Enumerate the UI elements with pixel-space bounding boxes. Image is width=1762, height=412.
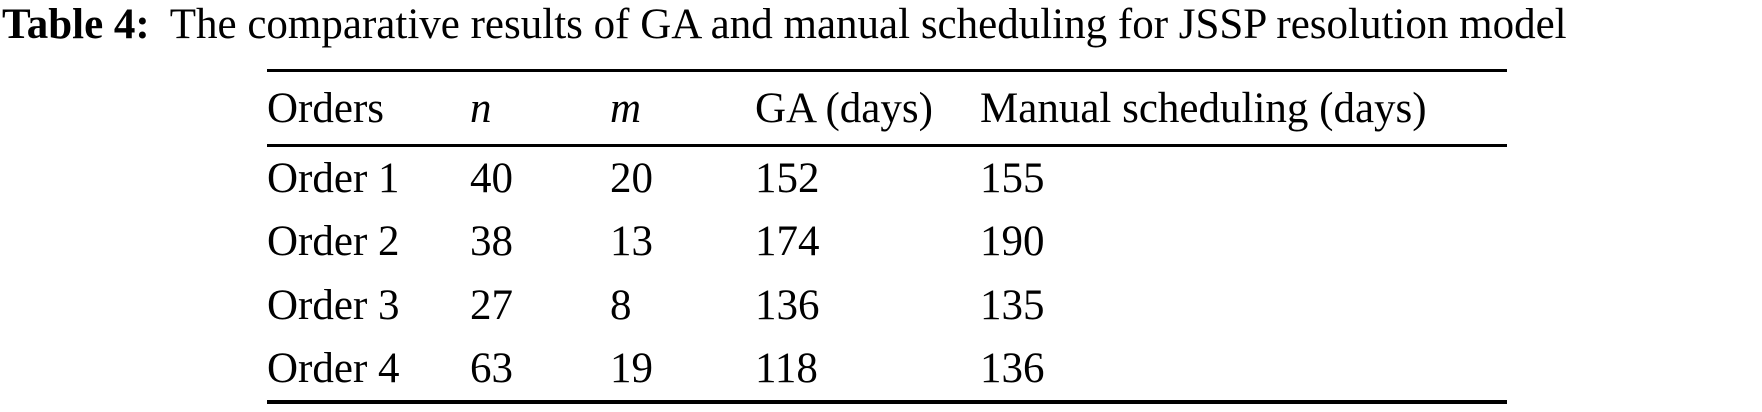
cell-ga-days: 118 xyxy=(755,345,818,392)
table-row: Order 1 40 20 152 155 xyxy=(267,146,1507,210)
cell-order-name: Order 1 xyxy=(267,154,400,202)
cell-order-name: Order 3 xyxy=(267,282,400,329)
table-row: Order 2 38 13 174 190 xyxy=(267,210,1507,274)
cell-order-name: Order 4 xyxy=(267,345,400,392)
header-orders: Orders xyxy=(267,84,385,132)
cell-n: 40 xyxy=(470,154,513,202)
cell-n: 63 xyxy=(470,345,513,392)
cell-n: 38 xyxy=(470,218,513,265)
table-row: Order 4 63 19 118 136 xyxy=(267,338,1507,402)
cell-manual-days: 135 xyxy=(980,282,1045,329)
cell-m: 8 xyxy=(610,282,632,329)
header-manual-scheduling-days: Manual scheduling (days) xyxy=(980,84,1427,132)
table-caption-text: The comparative results of GA and manual… xyxy=(169,1,1567,48)
cell-manual-days: 136 xyxy=(980,345,1045,392)
cell-m: 19 xyxy=(610,345,653,392)
cell-n: 27 xyxy=(470,282,513,329)
header-ga-days: GA (days) xyxy=(755,84,933,132)
cell-manual-days: 155 xyxy=(980,154,1045,202)
cell-m: 20 xyxy=(610,154,653,202)
cell-order-name: Order 2 xyxy=(267,218,400,265)
table-caption-label: Table 4: xyxy=(2,1,150,48)
table-caption: Table 4: The comparative results of GA an… xyxy=(2,0,1567,50)
cell-ga-days: 136 xyxy=(755,282,820,329)
cell-ga-days: 152 xyxy=(755,154,820,202)
comparative-results-table: Orders n m GA (days) Manual scheduling (… xyxy=(267,69,1507,404)
table-header-row: Orders n m GA (days) Manual scheduling (… xyxy=(267,71,1507,146)
cell-m: 13 xyxy=(610,218,653,265)
header-m: m xyxy=(610,84,642,132)
cell-ga-days: 174 xyxy=(755,218,820,265)
table-row: Order 3 27 8 136 135 xyxy=(267,274,1507,338)
cell-manual-days: 190 xyxy=(980,218,1045,265)
header-n: n xyxy=(470,84,492,132)
